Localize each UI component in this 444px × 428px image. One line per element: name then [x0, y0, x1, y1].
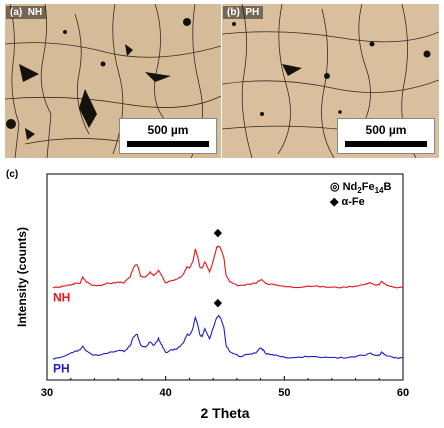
series-layer: NH PH — [52, 245, 404, 376]
series-label-nh: NH — [53, 290, 70, 304]
panel-label-a: (a) NH — [6, 6, 47, 19]
xrd-chart: (c) Intensity (counts) 2 Theta 30 40 50 60 … — [6, 169, 409, 421]
y-axis-label: Intensity (counts) — [15, 227, 29, 327]
series-label-ph: PH — [53, 362, 70, 376]
micrograph-panel-nh: (a) NH 500 µm — [5, 4, 221, 158]
legend-marker-alpha-fe: ◆ — [329, 196, 339, 208]
scale-bar-line-a — [127, 141, 209, 147]
scale-bar-line-b — [345, 141, 427, 147]
scale-bar-a: 500 µm — [119, 118, 217, 154]
x-tick-label: 40 — [160, 387, 172, 399]
series-line-ph — [52, 314, 404, 360]
scale-bar-b: 500 µm — [337, 118, 435, 154]
legend-marker-nd2fe14b: ◎ — [330, 181, 340, 193]
x-axis-ticks: 30 40 50 60 — [41, 376, 409, 399]
x-axis-label: 2 Theta — [200, 405, 249, 421]
legend-entry-alpha-fe: ◆ α-Fe — [329, 196, 365, 208]
alpha-fe-marker-ph: ◆ — [214, 297, 223, 309]
x-tick-label: 50 — [278, 387, 290, 399]
alpha-fe-marker-nh: ◆ — [214, 227, 223, 239]
legend: ◎ Nd2Fe14B ◆ α-Fe — [329, 181, 391, 208]
panel-label-c: (c) — [6, 169, 18, 180]
legend-entry-nd2fe14b: ◎ Nd2Fe14B — [330, 181, 391, 195]
x-tick-label: 30 — [41, 387, 53, 399]
panel-label-b: (b) PH — [223, 6, 264, 19]
scale-bar-label-a: 500 µm — [147, 123, 189, 137]
micrograph-image-nh — [5, 4, 221, 158]
peak-markers: ◆◆ — [214, 227, 223, 309]
series-line-nh — [52, 245, 404, 289]
x-tick-label: 60 — [397, 387, 409, 399]
scale-bar-label-b: 500 µm — [365, 123, 407, 137]
micrograph-panel-ph: (b) PH 500 µm — [222, 4, 439, 158]
plot-frame — [46, 173, 404, 381]
